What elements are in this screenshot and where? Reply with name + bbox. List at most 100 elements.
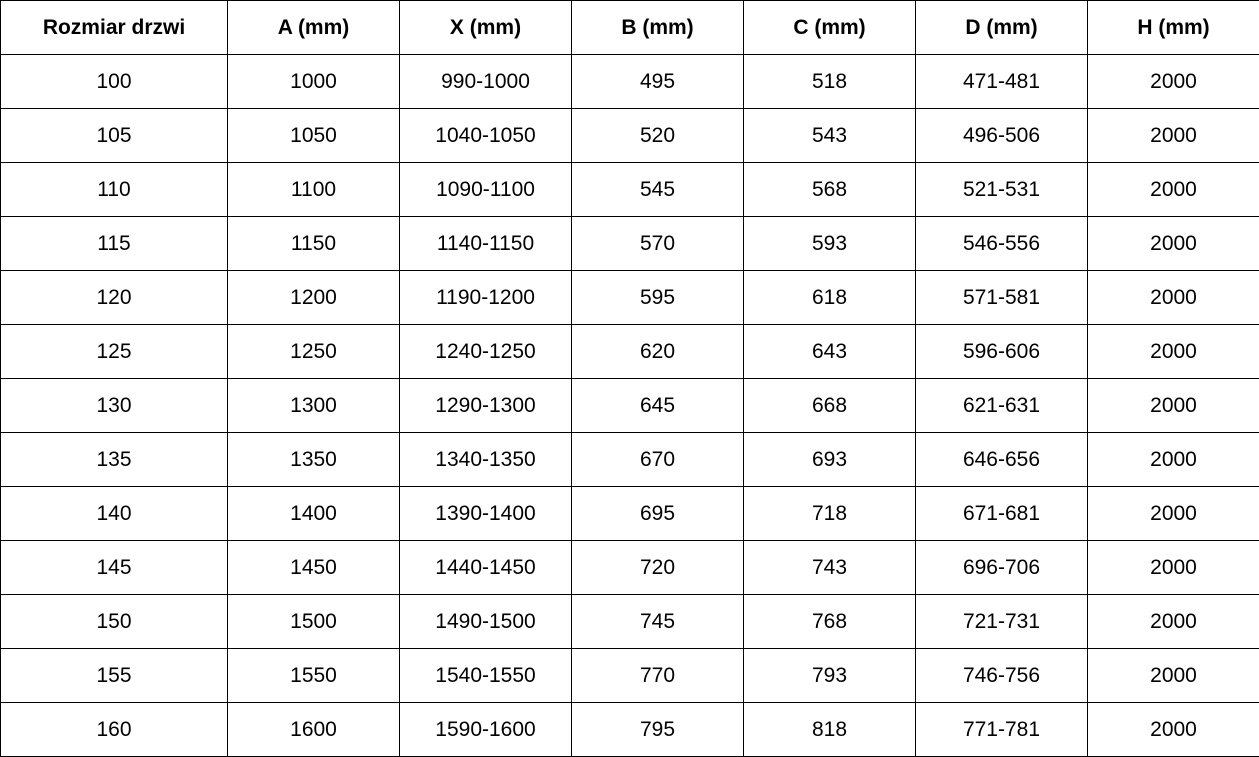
table-cell: 2000 [1087, 216, 1259, 271]
table-cell: 1140-1150 [399, 216, 572, 271]
column-header: H (mm) [1087, 0, 1259, 55]
table-cell: 1290-1300 [399, 378, 572, 433]
table-cell: 2000 [1087, 270, 1259, 325]
table-cell: 1190-1200 [399, 270, 572, 325]
table-row: 100 1000 990-1000 495 518 471-481 2000 [0, 54, 1259, 109]
table-cell: 2000 [1087, 594, 1259, 649]
table-cell: 620 [571, 324, 744, 379]
table-cell: 518 [743, 54, 916, 109]
table-cell: 130 [0, 378, 228, 433]
table-cell: 721-731 [915, 594, 1088, 649]
table-cell: 546-556 [915, 216, 1088, 271]
table-cell: 110 [0, 162, 228, 217]
table-row: 155 1550 1540-1550 770 793 746-756 2000 [0, 648, 1259, 703]
table-cell: 2000 [1087, 324, 1259, 379]
table-cell: 160 [0, 702, 228, 757]
table-cell: 2000 [1087, 540, 1259, 595]
table-row: 150 1500 1490-1500 745 768 721-731 2000 [0, 594, 1259, 649]
table-row: 120 1200 1190-1200 595 618 571-581 2000 [0, 270, 1259, 325]
table-cell: 990-1000 [399, 54, 572, 109]
table-cell: 145 [0, 540, 228, 595]
table-cell: 795 [571, 702, 744, 757]
table-cell: 696-706 [915, 540, 1088, 595]
table-cell: 496-506 [915, 108, 1088, 163]
table-cell: 1500 [227, 594, 400, 649]
table-cell: 571-581 [915, 270, 1088, 325]
table-cell: 768 [743, 594, 916, 649]
table-row: 130 1300 1290-1300 645 668 621-631 2000 [0, 378, 1259, 433]
table-cell: 495 [571, 54, 744, 109]
table-cell: 568 [743, 162, 916, 217]
column-header: B (mm) [571, 0, 744, 55]
table-cell: 720 [571, 540, 744, 595]
table-cell: 2000 [1087, 432, 1259, 487]
column-header: A (mm) [227, 0, 400, 55]
table-cell: 1590-1600 [399, 702, 572, 757]
table-cell: 120 [0, 270, 228, 325]
table-cell: 643 [743, 324, 916, 379]
table-cell: 2000 [1087, 486, 1259, 541]
table-cell: 471-481 [915, 54, 1088, 109]
table-row: 105 1050 1040-1050 520 543 496-506 2000 [0, 108, 1259, 163]
table-cell: 618 [743, 270, 916, 325]
table-cell: 521-531 [915, 162, 1088, 217]
table-cell: 1600 [227, 702, 400, 757]
table-cell: 596-606 [915, 324, 1088, 379]
table-cell: 1340-1350 [399, 432, 572, 487]
table-cell: 105 [0, 108, 228, 163]
table-cell: 695 [571, 486, 744, 541]
header-row: Rozmiar drzwi A (mm) X (mm) B (mm) C (mm) D (… [0, 0, 1259, 55]
table-cell: 1090-1100 [399, 162, 572, 217]
table-cell: 1450 [227, 540, 400, 595]
table-cell: 1550 [227, 648, 400, 703]
table-row: 110 1100 1090-1100 545 568 521-531 2000 [0, 162, 1259, 217]
table-cell: 668 [743, 378, 916, 433]
table-cell: 115 [0, 216, 228, 271]
table-cell: 155 [0, 648, 228, 703]
table-cell: 140 [0, 486, 228, 541]
table-cell: 2000 [1087, 702, 1259, 757]
table-cell: 645 [571, 378, 744, 433]
table-row: 115 1150 1140-1150 570 593 546-556 2000 [0, 216, 1259, 271]
column-header: C (mm) [743, 0, 916, 55]
table-cell: 2000 [1087, 378, 1259, 433]
table-cell: 745 [571, 594, 744, 649]
table-cell: 545 [571, 162, 744, 217]
table-cell: 135 [0, 432, 228, 487]
table-cell: 621-631 [915, 378, 1088, 433]
table-cell: 570 [571, 216, 744, 271]
table-cell: 746-756 [915, 648, 1088, 703]
table-cell: 1240-1250 [399, 324, 572, 379]
table-cell: 1540-1550 [399, 648, 572, 703]
table-row: 145 1450 1440-1450 720 743 696-706 2000 [0, 540, 1259, 595]
table-cell: 770 [571, 648, 744, 703]
table-cell: 520 [571, 108, 744, 163]
table-cell: 543 [743, 108, 916, 163]
table-cell: 1000 [227, 54, 400, 109]
table-cell: 771-781 [915, 702, 1088, 757]
table-cell: 671-681 [915, 486, 1088, 541]
table-row: 135 1350 1340-1350 670 693 646-656 2000 [0, 432, 1259, 487]
column-header: D (mm) [915, 0, 1088, 55]
table-cell: 2000 [1087, 108, 1259, 163]
table-row: 140 1400 1390-1400 695 718 671-681 2000 [0, 486, 1259, 541]
table-cell: 646-656 [915, 432, 1088, 487]
table-cell: 125 [0, 324, 228, 379]
table-cell: 1040-1050 [399, 108, 572, 163]
table-cell: 1300 [227, 378, 400, 433]
table-cell: 1050 [227, 108, 400, 163]
table-cell: 1400 [227, 486, 400, 541]
table-cell: 1490-1500 [399, 594, 572, 649]
table-row: 160 1600 1590-1600 795 818 771-781 2000 [0, 702, 1259, 757]
table-cell: 1200 [227, 270, 400, 325]
table-cell: 1350 [227, 432, 400, 487]
table-cell: 1150 [227, 216, 400, 271]
table-cell: 2000 [1087, 648, 1259, 703]
table-cell: 1440-1450 [399, 540, 572, 595]
table-cell: 100 [0, 54, 228, 109]
table-cell: 150 [0, 594, 228, 649]
table-cell: 718 [743, 486, 916, 541]
column-header: Rozmiar drzwi [0, 0, 228, 55]
table-cell: 2000 [1087, 162, 1259, 217]
